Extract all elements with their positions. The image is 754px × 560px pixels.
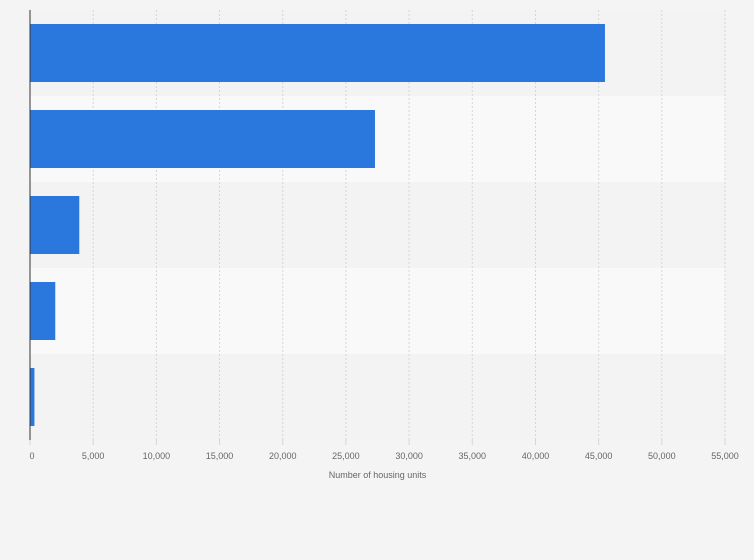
bars bbox=[30, 24, 605, 426]
x-tick-label: 55,000 bbox=[711, 451, 739, 461]
x-tick-label: 35,000 bbox=[459, 451, 487, 461]
x-axis-ticks: 0 5,000 10,000 15,000 20,000 25,000 30,000 35,0… bbox=[29, 440, 739, 461]
x-tick-label: 45,000 bbox=[585, 451, 613, 461]
row-band bbox=[30, 354, 725, 440]
row-bands bbox=[30, 10, 725, 440]
x-tick-label: 25,000 bbox=[332, 451, 360, 461]
x-tick-label: 5,000 bbox=[82, 451, 105, 461]
x-tick-label: 10,000 bbox=[143, 451, 171, 461]
x-tick-label: 40,000 bbox=[522, 451, 550, 461]
x-tick-label: 15,000 bbox=[206, 451, 234, 461]
x-axis-title: Number of housing units bbox=[329, 470, 427, 480]
bar[interactable] bbox=[30, 282, 56, 340]
bar[interactable] bbox=[30, 24, 605, 82]
bar[interactable] bbox=[30, 110, 375, 168]
x-tick-label: 0 bbox=[29, 451, 34, 461]
row-band bbox=[30, 182, 725, 268]
x-tick-label: 20,000 bbox=[269, 451, 297, 461]
bar[interactable] bbox=[30, 368, 35, 426]
x-tick-label: 50,000 bbox=[648, 451, 676, 461]
x-tick-label: 30,000 bbox=[395, 451, 423, 461]
row-band bbox=[30, 268, 725, 354]
bar[interactable] bbox=[30, 196, 80, 254]
